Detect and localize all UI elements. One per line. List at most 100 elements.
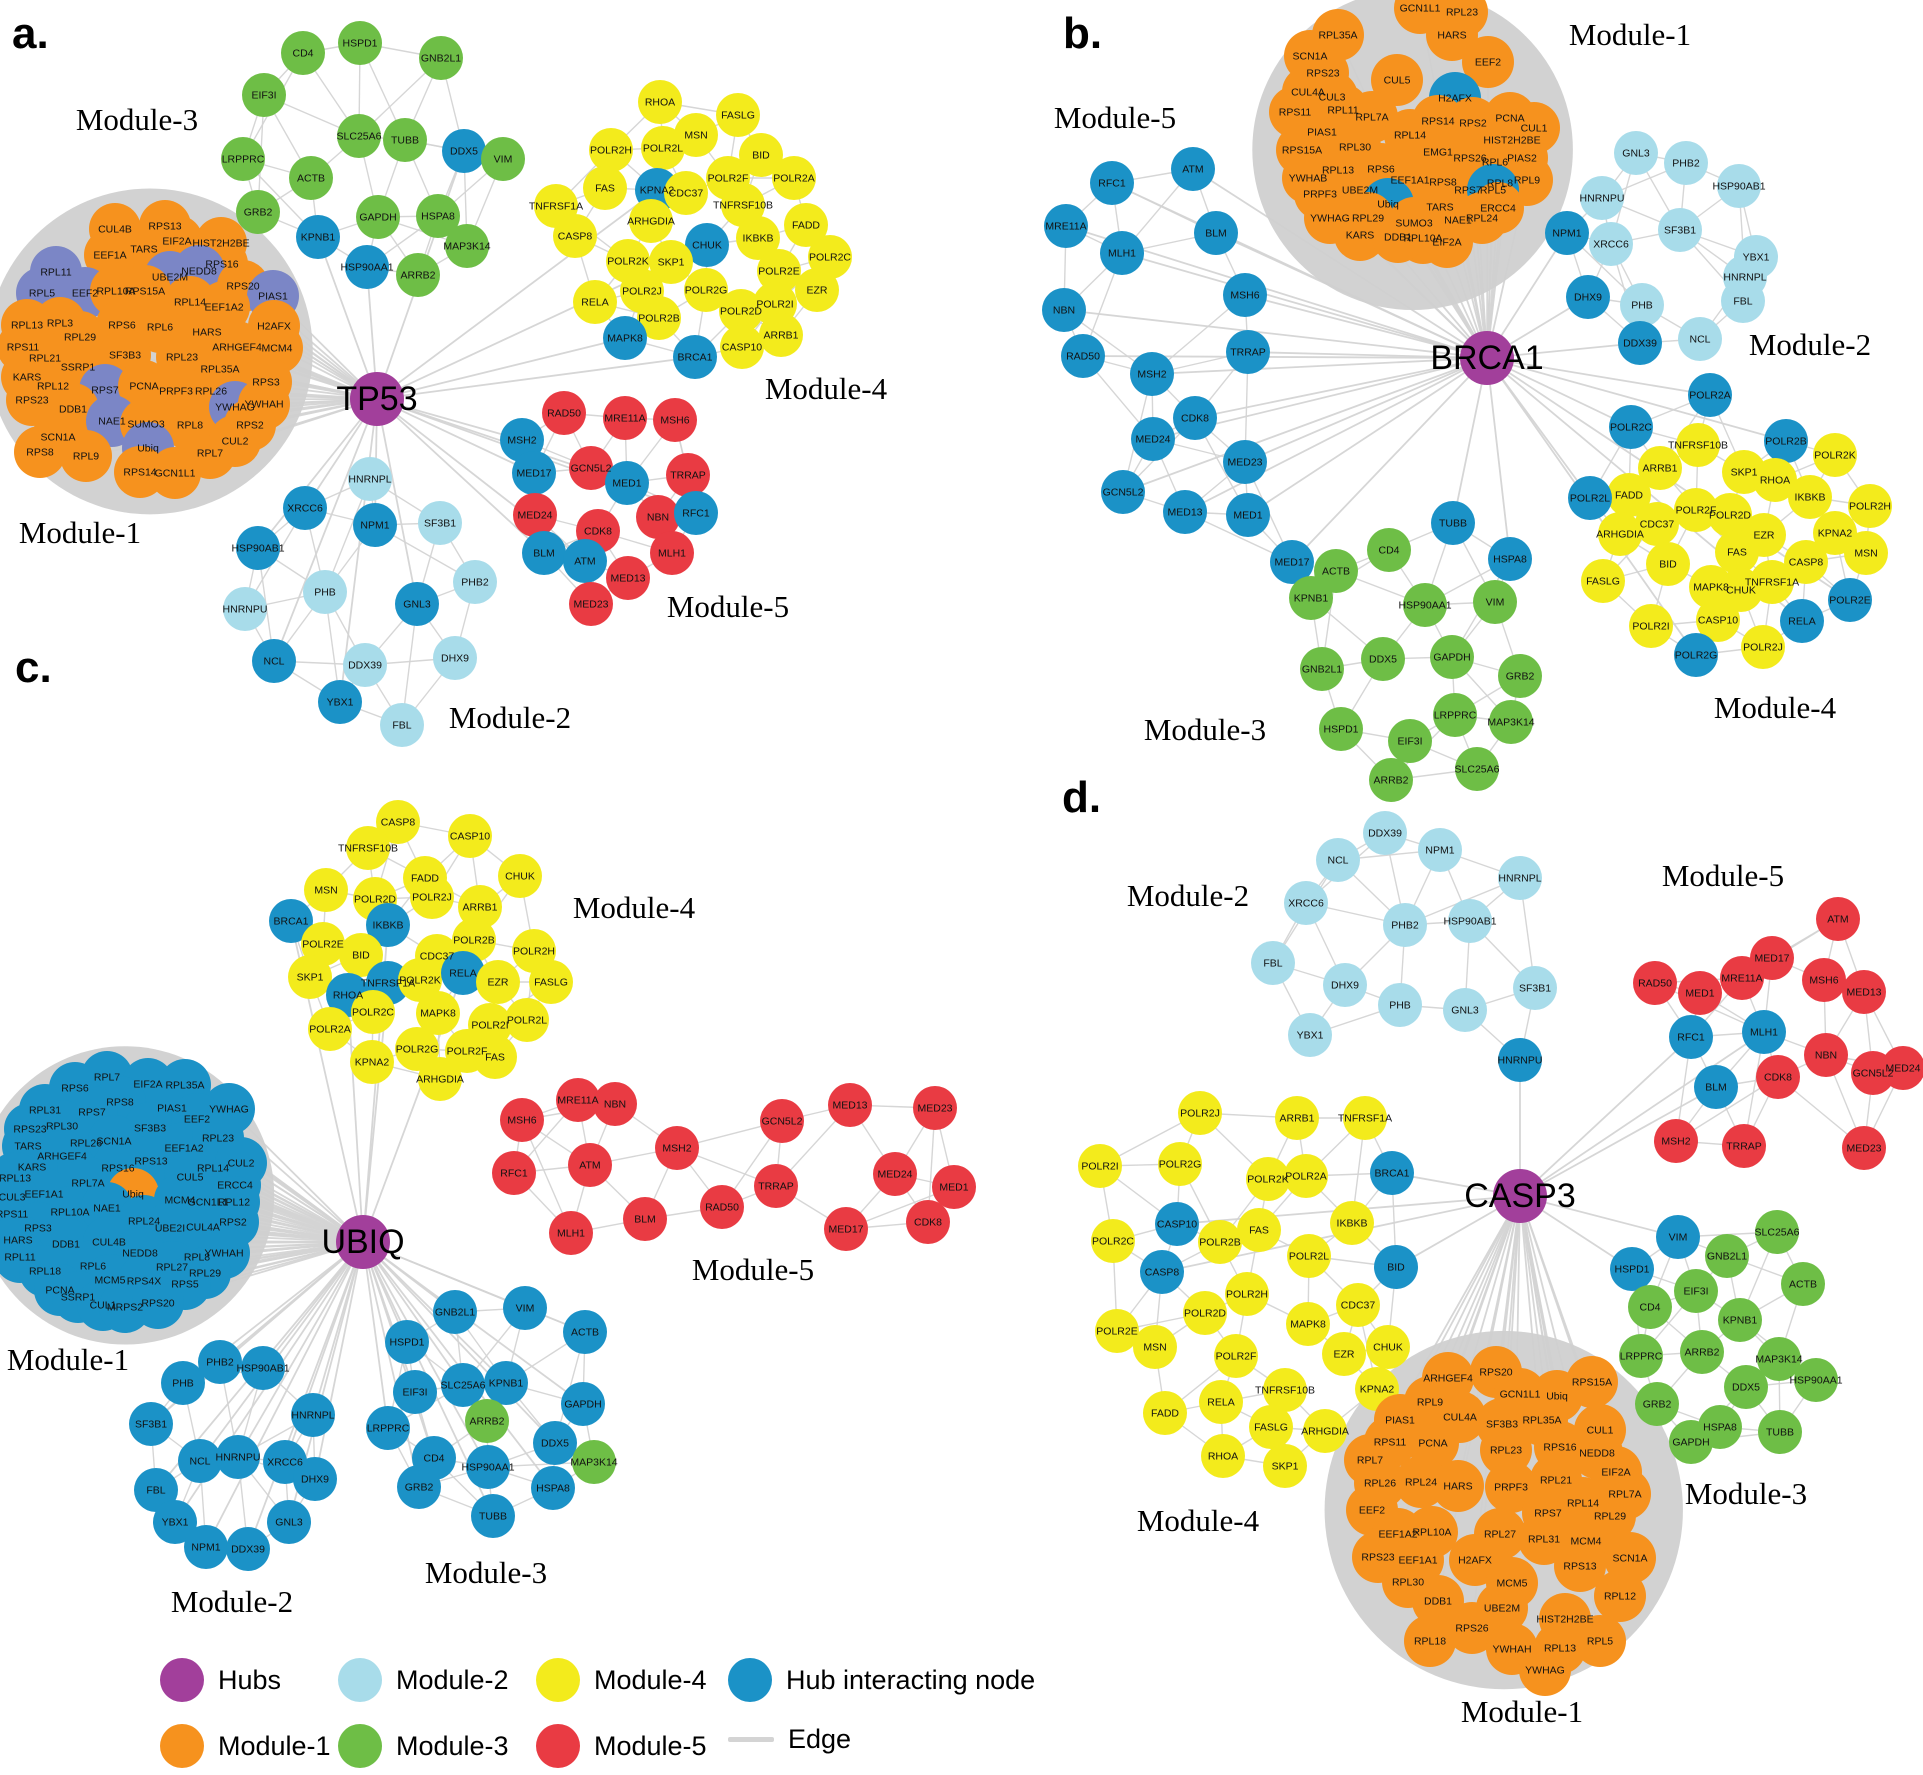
network-node[interactable] (572, 1440, 616, 1484)
network-node[interactable] (533, 1421, 577, 1465)
network-node[interactable] (149, 447, 201, 499)
network-node[interactable] (416, 991, 460, 1035)
network-node[interactable] (1133, 1325, 1177, 1369)
network-node[interactable] (1042, 288, 1086, 332)
network-node[interactable] (589, 128, 633, 172)
network-node[interactable] (385, 1320, 429, 1364)
network-node[interactable] (1455, 747, 1499, 791)
network-node[interactable] (1614, 131, 1658, 175)
network-node[interactable] (1403, 583, 1447, 627)
network-node[interactable] (1421, 216, 1473, 268)
network-node[interactable] (1316, 838, 1360, 882)
network-node[interactable] (338, 21, 382, 65)
network-node[interactable] (6, 374, 58, 426)
network-node[interactable] (1173, 396, 1217, 440)
network-node[interactable] (441, 1363, 485, 1407)
network-node[interactable] (1485, 1461, 1537, 1513)
network-node[interactable] (649, 240, 693, 284)
network-node[interactable] (1263, 1368, 1307, 1412)
network-node[interactable] (1158, 1142, 1202, 1186)
network-node[interactable] (556, 1078, 600, 1122)
network-node[interactable] (289, 156, 333, 200)
network-node[interactable] (1674, 488, 1718, 532)
network-node[interactable] (1343, 1096, 1387, 1140)
network-node[interactable] (283, 486, 327, 530)
network-node[interactable] (1678, 971, 1722, 1015)
network-node[interactable] (772, 156, 816, 200)
network-node[interactable] (376, 800, 420, 844)
network-node[interactable] (760, 1099, 804, 1143)
network-node[interactable] (398, 958, 442, 1002)
network-node[interactable] (221, 137, 265, 181)
network-node[interactable] (1628, 1285, 1672, 1329)
network-node[interactable] (1183, 1291, 1227, 1335)
network-node[interactable] (1489, 700, 1533, 744)
network-node[interactable] (1722, 1124, 1766, 1168)
network-node[interactable] (308, 1007, 352, 1051)
network-node[interactable] (1091, 1219, 1135, 1263)
network-node[interactable] (636, 495, 680, 539)
network-node[interactable] (1361, 637, 1405, 681)
network-node[interactable] (396, 253, 440, 297)
network-node[interactable] (1284, 881, 1328, 925)
network-node[interactable] (1367, 528, 1411, 572)
network-node[interactable] (673, 335, 717, 379)
network-node[interactable] (1804, 1033, 1848, 1077)
network-node[interactable] (1336, 1283, 1380, 1327)
network-node[interactable] (629, 199, 673, 243)
network-node[interactable] (1226, 493, 1270, 537)
network-node[interactable] (269, 899, 313, 943)
network-node[interactable] (1629, 604, 1673, 648)
network-node[interactable] (356, 195, 400, 239)
network-node[interactable] (1705, 1234, 1749, 1278)
network-node[interactable] (1753, 458, 1797, 502)
network-node[interactable] (1369, 758, 1413, 802)
network-node[interactable] (1724, 1365, 1768, 1409)
network-node[interactable] (318, 680, 362, 724)
network-node[interactable] (1143, 1391, 1187, 1435)
network-node[interactable] (913, 1086, 957, 1130)
network-node[interactable] (291, 1393, 335, 1437)
network-node[interactable] (1284, 1154, 1328, 1198)
network-node[interactable] (366, 1406, 410, 1450)
network-node[interactable] (433, 1290, 477, 1334)
network-node[interactable] (1383, 903, 1427, 947)
network-node[interactable] (1044, 204, 1088, 248)
network-node[interactable] (293, 1457, 337, 1501)
network-node[interactable] (1303, 1409, 1347, 1453)
network-node[interactable] (1433, 693, 1477, 737)
network-node[interactable] (1101, 470, 1145, 514)
network-node[interactable] (1214, 1334, 1258, 1378)
network-node[interactable] (1750, 560, 1794, 604)
network-node[interactable] (542, 391, 586, 435)
network-node[interactable] (1566, 1356, 1618, 1408)
network-node[interactable] (1780, 599, 1824, 643)
network-node[interactable] (1607, 473, 1651, 517)
network-node[interactable] (583, 166, 627, 210)
network-node[interactable] (1263, 1444, 1307, 1488)
network-node[interactable] (1201, 1434, 1245, 1478)
network-node[interactable] (1580, 176, 1624, 220)
network-node[interactable] (209, 415, 261, 467)
hub-node[interactable] (1493, 1169, 1547, 1223)
network-node[interactable] (1589, 222, 1633, 266)
network-node[interactable] (1061, 334, 1105, 378)
network-node[interactable] (1656, 1215, 1700, 1259)
network-node[interactable] (1155, 1202, 1199, 1246)
network-node[interactable] (1371, 54, 1423, 106)
network-node[interactable] (1676, 423, 1720, 467)
network-node[interactable] (410, 875, 454, 919)
network-node[interactable] (433, 636, 477, 680)
network-node[interactable] (1446, 1602, 1498, 1654)
network-node[interactable] (161, 1361, 205, 1405)
network-node[interactable] (1448, 899, 1492, 943)
network-node[interactable] (573, 280, 617, 324)
network-node[interactable] (1330, 1201, 1374, 1245)
network-node[interactable] (1842, 1126, 1886, 1170)
network-node[interactable] (1694, 1065, 1738, 1109)
network-node[interactable] (674, 491, 718, 535)
network-node[interactable] (638, 80, 682, 124)
network-node[interactable] (343, 643, 387, 687)
network-node[interactable] (1781, 1262, 1825, 1306)
network-node[interactable] (500, 1098, 544, 1142)
